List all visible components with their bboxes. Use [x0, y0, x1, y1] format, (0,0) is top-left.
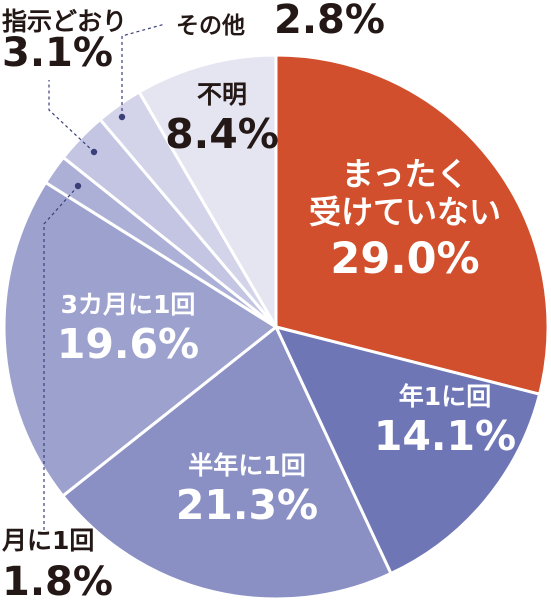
pie-slice — [274, 325, 542, 576]
slice-name-label: 指示どおり — [2, 7, 127, 36]
pie-slice — [274, 53, 550, 396]
slice-name-label: 半年に1回 — [188, 451, 305, 480]
slice-name-label: まったく受けていない — [309, 155, 501, 231]
slice-value-label: 8.4% — [165, 110, 279, 158]
leader-line — [48, 80, 95, 153]
slice-value-label: 2.8% — [274, 0, 385, 43]
leader-dot — [118, 113, 126, 121]
slice-value-label: 19.6% — [57, 320, 199, 368]
leader-dot — [74, 182, 82, 190]
slice-name-label: 3カ月に1回 — [61, 290, 196, 319]
slice-value-label: 3.1% — [2, 30, 113, 76]
pie-slice — [2, 180, 278, 498]
leader-line — [43, 185, 79, 531]
leader-dot — [90, 148, 98, 156]
slice-value-label: 21.3% — [176, 481, 318, 529]
slice-value-label: 1.8% — [2, 559, 113, 604]
slice-value-label: 14.1% — [374, 412, 516, 460]
slice-name-label: 不明 — [197, 80, 247, 109]
slice-name-label: 月に1回 — [1, 526, 94, 555]
slice-name-label: 年1に回 — [399, 382, 491, 411]
pie-slices — [2, 53, 550, 601]
pie-slice — [137, 53, 278, 329]
slice-name-label: その他 — [176, 13, 245, 39]
pie-slice — [61, 325, 393, 601]
leader-line — [121, 23, 166, 117]
slice-value-label: 29.0% — [330, 234, 479, 284]
